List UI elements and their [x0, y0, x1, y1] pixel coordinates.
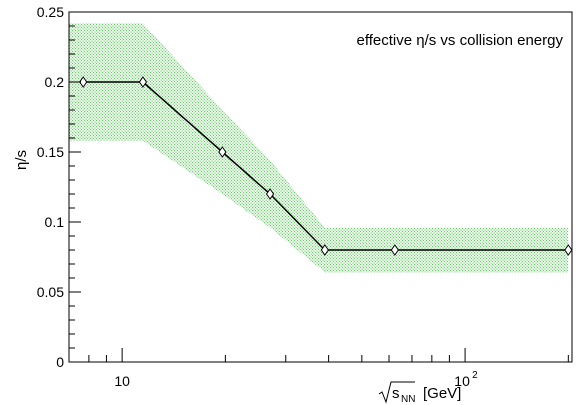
data-point-marker: [218, 146, 227, 158]
data-point-marker: [265, 188, 275, 200]
y-axis-title: η/s: [13, 150, 30, 170]
data-point-marker: [564, 244, 573, 256]
y-tick-label: 0.1: [45, 214, 65, 230]
x-axis-subscript: NN: [401, 394, 415, 405]
y-tick-label: 0: [56, 354, 64, 370]
x-tick-label: 10: [454, 373, 470, 389]
x-axis-title: s NN [GeV]: [378, 381, 461, 405]
y-tick-label: 0.2: [45, 74, 65, 90]
chart-title: effective η/s vs collision energy: [357, 32, 564, 49]
data-point-marker: [390, 244, 399, 256]
x-axis-unit: [GeV]: [423, 385, 461, 402]
data-point-marker: [138, 76, 148, 88]
sqrt-symbol: [378, 381, 415, 404]
data-point-marker: [79, 76, 88, 88]
data-point-marker: [320, 244, 329, 256]
x-axis-radicand: s: [392, 385, 400, 402]
axes-layer: [68, 11, 573, 363]
y-tick-label: 0.05: [37, 284, 64, 300]
x-tick-label-exponent: 2: [472, 370, 478, 381]
uncertainty-band-layer: [69, 23, 569, 273]
plot-frame: [68, 11, 573, 363]
y-tick-label: 0.15: [37, 144, 64, 160]
x-tick-label: 10: [114, 373, 130, 389]
x-ticks: 10 10 2: [88, 348, 569, 389]
y-tick-label: 0.25: [37, 4, 64, 20]
uncertainty-band: [69, 23, 569, 273]
y-ticks: 0 0.05 0.1 0.15 0.2 0.25: [37, 4, 81, 370]
marker-layer: [79, 76, 573, 256]
